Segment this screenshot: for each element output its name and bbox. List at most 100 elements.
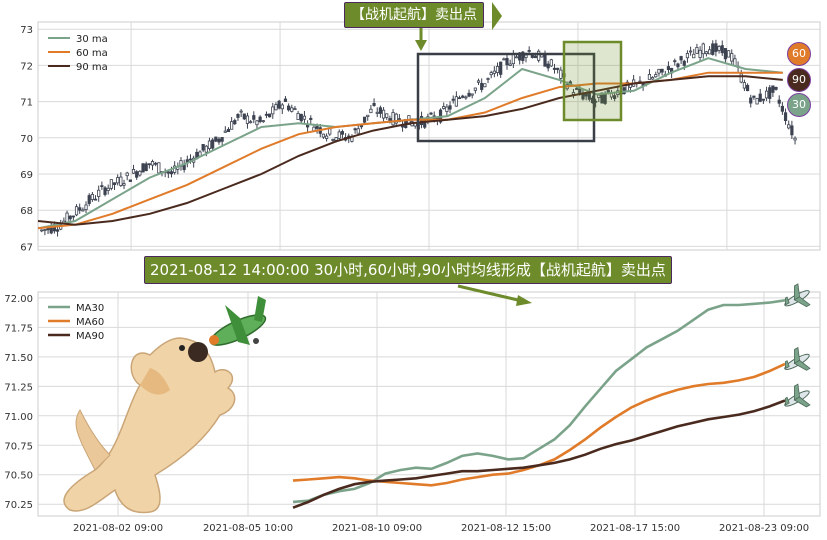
candle-body <box>546 63 550 69</box>
candle-body <box>742 82 747 89</box>
top-moving-average-lines <box>37 57 783 230</box>
candle-body <box>771 85 775 93</box>
bottom-x-tick-label: 2021-08-12 15:00 <box>461 523 551 534</box>
candle-body <box>749 97 753 104</box>
candle-body <box>530 54 534 58</box>
candle-body <box>299 113 303 122</box>
candle-body <box>451 98 455 101</box>
candle-body <box>287 105 291 111</box>
top-y-tick-label: 72 <box>20 61 33 72</box>
candle-body <box>745 84 750 92</box>
candle-body <box>429 112 433 115</box>
candle-body <box>217 138 221 143</box>
top-price-panel: 67 68 69 70 71 72 73 30 ma 60 ma 90 ma <box>20 21 821 253</box>
ma30-badge: 30 <box>787 93 811 117</box>
candle-body <box>613 95 617 99</box>
candle-body <box>720 45 724 54</box>
candle-body <box>673 60 677 63</box>
candle-body <box>723 48 728 60</box>
candle-body <box>394 113 398 124</box>
candle-body <box>780 105 784 112</box>
top-y-axis-ticks: 67 68 69 70 71 72 73 <box>20 25 33 253</box>
top-line-90ma <box>37 75 783 226</box>
candle-body <box>226 128 231 133</box>
candle-body <box>268 113 272 118</box>
candle-body <box>261 120 265 123</box>
callout-top-pointer <box>492 2 502 30</box>
candle-body <box>366 114 370 117</box>
candle-body <box>761 98 765 101</box>
candle-body <box>242 113 246 120</box>
bottom-x-tick-label: 2021-08-02 09:00 <box>73 523 163 534</box>
bottom-y-tick-label: 70.25 <box>4 500 33 511</box>
candle-body <box>138 170 142 176</box>
bottom-y-axis-ticks: 70.25 70.50 70.75 71.00 71.25 71.50 71.75 72.00 <box>4 294 33 511</box>
candle-body <box>356 128 360 134</box>
candle-body <box>739 73 743 83</box>
top-y-tick-label: 67 <box>20 242 33 253</box>
candle-body <box>730 53 734 62</box>
airplane-icon <box>784 283 811 308</box>
candle-body <box>150 161 155 166</box>
candle-body <box>476 80 481 83</box>
candle-body <box>169 171 174 175</box>
bottom-x-tick-label: 2021-08-10 09:00 <box>332 523 422 534</box>
candle-body <box>755 97 759 105</box>
candle-body <box>764 90 769 99</box>
pointer-arrow-icon <box>457 284 532 306</box>
candle-body <box>521 51 525 61</box>
candle-body <box>378 107 383 114</box>
candle-body <box>141 163 145 173</box>
candle-body <box>391 112 395 126</box>
top-y-tick-label: 70 <box>20 134 33 145</box>
candle-body <box>454 96 458 107</box>
candle-body <box>657 68 661 74</box>
legend-label-60ma: 60 ma <box>76 48 108 59</box>
candle-body <box>239 110 243 113</box>
bottom-y-tick-label: 71.00 <box>4 412 33 423</box>
bottom-y-tick-label: 71.75 <box>4 323 33 334</box>
candle-body <box>679 56 683 61</box>
candle-body <box>654 74 658 78</box>
legend-label-90ma: 90 ma <box>76 62 108 73</box>
candle-body <box>651 77 655 80</box>
candle-body <box>372 103 376 106</box>
candle-body <box>726 50 731 58</box>
candle-body <box>549 59 553 67</box>
candle-body <box>233 120 237 125</box>
candle-body <box>622 87 626 95</box>
candle-body <box>249 121 253 124</box>
candle-body <box>543 54 547 67</box>
candle-body <box>328 128 332 135</box>
candle-body <box>340 131 345 135</box>
candle-body <box>660 68 664 73</box>
candle-body <box>280 104 284 110</box>
candle-body <box>774 86 778 90</box>
candle-body <box>552 67 557 70</box>
candle-body <box>647 74 652 80</box>
candle-body <box>109 179 113 189</box>
candle-body <box>752 95 756 98</box>
candle-body <box>81 209 85 212</box>
candle-body <box>783 112 788 122</box>
candle-body <box>381 109 386 119</box>
bottom-x-tick-label: 2021-08-23 09:00 <box>719 523 809 534</box>
candle-body <box>119 176 123 186</box>
candle-body <box>790 125 794 136</box>
candle-body <box>122 183 126 186</box>
candle-body <box>321 133 326 138</box>
candle-body <box>733 58 737 66</box>
candle-body <box>87 195 91 204</box>
candle-body <box>768 87 772 99</box>
candle-body <box>524 54 528 58</box>
candle-body <box>584 93 588 97</box>
candle-body <box>245 115 250 124</box>
candle-body <box>331 139 335 141</box>
top-y-tick-label: 69 <box>20 170 33 181</box>
candle-body <box>264 113 269 116</box>
candle-body <box>467 92 471 97</box>
candle-body <box>43 229 47 231</box>
candle-body <box>445 106 449 112</box>
candle-body <box>207 140 212 149</box>
